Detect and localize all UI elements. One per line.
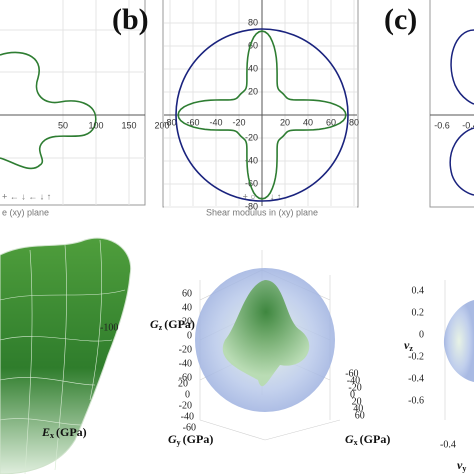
tick-label: -40 bbox=[181, 411, 194, 422]
y-tick-label: 20 bbox=[248, 86, 258, 96]
controls: + ← ↓ ← ↓ ↑ bbox=[2, 191, 51, 201]
tick-label: -40 bbox=[347, 375, 360, 386]
x-tick-label: -40 bbox=[209, 117, 222, 127]
y-tick-label: -80 bbox=[245, 201, 258, 211]
tick-label: -20 bbox=[348, 382, 361, 393]
tick-label: -0.4 bbox=[440, 439, 456, 450]
x-tick-label: 150 bbox=[121, 120, 136, 130]
tick-label: 0.2 bbox=[412, 307, 425, 318]
grid bbox=[0, 0, 145, 205]
curve bbox=[0, 51, 97, 170]
x-tick-label: 100 bbox=[88, 120, 103, 130]
curve bbox=[450, 29, 474, 105]
tick-label: 60 bbox=[355, 410, 365, 421]
tick-label: 20 bbox=[178, 378, 188, 389]
plot-frame bbox=[0, 0, 146, 206]
y-tick-label: -20 bbox=[245, 132, 258, 142]
tick-label: -0.4 bbox=[408, 373, 424, 384]
outer-curve bbox=[175, 28, 349, 202]
x-tick-label: -80 bbox=[163, 117, 176, 127]
axis-label: νz bbox=[404, 338, 413, 353]
y-tick-label: 40 bbox=[248, 63, 258, 73]
panel-c: (c) -0.6 -0.4 bbox=[384, 0, 474, 208]
axis-label: Gx (GPa) bbox=[345, 432, 390, 447]
tick-label: 40 bbox=[353, 403, 363, 414]
caption: e (xy) plane bbox=[2, 207, 49, 217]
tick-label: -60 bbox=[183, 422, 196, 433]
x-tick-label: 50 bbox=[58, 120, 68, 130]
panel-b: (b) + ○ ← ↓ ↑ Shear modulus in (xy) plan… bbox=[112, 0, 359, 217]
mesh bbox=[0, 239, 126, 474]
tick-label: 0.4 bbox=[412, 285, 425, 296]
x-tick-label: 80 bbox=[349, 117, 359, 127]
x-tick-label: 20 bbox=[280, 117, 290, 127]
axis-label: Gz (GPa) bbox=[150, 317, 195, 332]
tick-label: 0 bbox=[419, 329, 424, 340]
tick-label: 0 bbox=[187, 330, 192, 341]
tick-label: -40 bbox=[179, 358, 192, 369]
tick-label: -20 bbox=[179, 400, 192, 411]
panel-a: + ← ↓ ← ↓ ↑ e (xy) plane 50 100 150 200 bbox=[0, 0, 170, 217]
x-tick-label: -0.4 bbox=[462, 120, 474, 130]
x-tick-label: -20 bbox=[232, 117, 245, 127]
tick-label: -20 bbox=[179, 344, 192, 355]
axis-label: Ex (GPa) bbox=[41, 425, 87, 440]
y-tick-label: -60 bbox=[245, 178, 258, 188]
tick-label: -60 bbox=[345, 368, 358, 379]
x-tick-label: -60 bbox=[186, 117, 199, 127]
tick-label: -0.2 bbox=[408, 351, 424, 362]
tick-label: -0.6 bbox=[408, 395, 424, 406]
panel-f: νz νy 0.4 0.2 0 -0.2 -0.4 -0.6 -0.4 bbox=[404, 280, 474, 473]
surface bbox=[0, 237, 132, 474]
tick-label: 20 bbox=[352, 396, 362, 407]
axis-label: νy bbox=[457, 458, 466, 473]
tick-label: -60 bbox=[179, 372, 192, 383]
tick-label: 0 bbox=[185, 389, 190, 400]
panel-label: (c) bbox=[384, 3, 417, 36]
tick-label: 60 bbox=[182, 288, 192, 299]
axis-label: Gy (GPa) bbox=[168, 432, 213, 447]
tick-label: 40 bbox=[182, 302, 192, 313]
caption: Shear modulus in (xy) plane bbox=[206, 207, 318, 217]
panel-label: (b) bbox=[112, 3, 149, 36]
panel-d: -100 Ex (GPa) bbox=[0, 237, 132, 474]
x-tick-label: 40 bbox=[303, 117, 313, 127]
y-tick-label: -40 bbox=[245, 155, 258, 165]
y-tick-label: 60 bbox=[248, 40, 258, 50]
tick-label: 20 bbox=[182, 316, 192, 327]
tick-label: -100 bbox=[100, 322, 118, 333]
x-tick-label: -0.6 bbox=[434, 120, 450, 130]
x-tick-label: 200 bbox=[154, 120, 169, 130]
y-tick-label: 80 bbox=[248, 17, 258, 27]
inner-curve bbox=[177, 30, 347, 200]
curve bbox=[449, 127, 474, 196]
inner-surface bbox=[222, 280, 310, 387]
x-tick-label: 60 bbox=[326, 117, 336, 127]
tick-label: 0 bbox=[350, 389, 355, 400]
surface bbox=[444, 300, 474, 382]
plot-frame bbox=[429, 0, 474, 208]
panel-e: Gz (GPa) Gy (GPa) Gx (GPa) 6040200-20-40-60… bbox=[150, 250, 390, 447]
